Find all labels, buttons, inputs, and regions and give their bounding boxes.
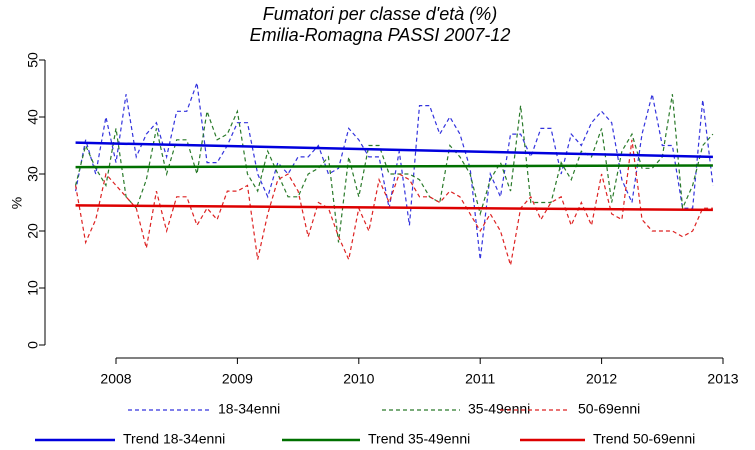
x-tick-label: 2013 (707, 371, 738, 387)
y-axis-label: % (9, 197, 25, 209)
series-line (74, 94, 714, 243)
x-tick-label: 2011 (465, 371, 495, 387)
trend-line (75, 164, 713, 169)
x-tick-label: 2012 (586, 371, 617, 387)
series-line (74, 139, 713, 266)
legend-label: 35-49enni (468, 401, 530, 417)
chart-subtitle: Emilia-Romagna PASSI 2007-12 (250, 25, 511, 45)
trend-line (75, 204, 713, 212)
y-tick-label: 0 (25, 341, 41, 349)
y-tick-label: 10 (25, 280, 41, 296)
y-tick-label: 50 (25, 52, 41, 68)
x-tick-label: 2009 (222, 371, 253, 387)
y-tick-label: 30 (25, 166, 41, 182)
x-tick-label: 2008 (100, 371, 131, 387)
x-tick-label: 2010 (343, 371, 374, 387)
legend-label: Trend 35-49enni (368, 431, 470, 447)
trend-line (75, 141, 713, 159)
y-tick-label: 20 (25, 223, 41, 239)
y-tick-label: 40 (25, 109, 41, 125)
legend-label: 18-34enni (218, 401, 280, 417)
legend-label: Trend 18-34enni (123, 431, 225, 447)
legend-label: Trend 50-69enni (593, 431, 695, 447)
series-line (74, 82, 714, 260)
chart-title: Fumatori per classe d'età (%) (263, 4, 498, 24)
legend-label: 50-69enni (578, 401, 640, 417)
